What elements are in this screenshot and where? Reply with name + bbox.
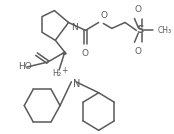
Text: N: N xyxy=(73,79,81,89)
Text: O: O xyxy=(135,5,142,14)
Text: S: S xyxy=(136,25,144,35)
Text: +: + xyxy=(62,66,68,75)
Text: O: O xyxy=(135,47,142,56)
Text: HO: HO xyxy=(18,62,31,70)
Text: O: O xyxy=(82,49,89,58)
Text: H₂: H₂ xyxy=(53,69,62,78)
Text: CH₃: CH₃ xyxy=(158,26,172,35)
Text: N: N xyxy=(71,23,78,32)
Text: O: O xyxy=(101,12,108,21)
